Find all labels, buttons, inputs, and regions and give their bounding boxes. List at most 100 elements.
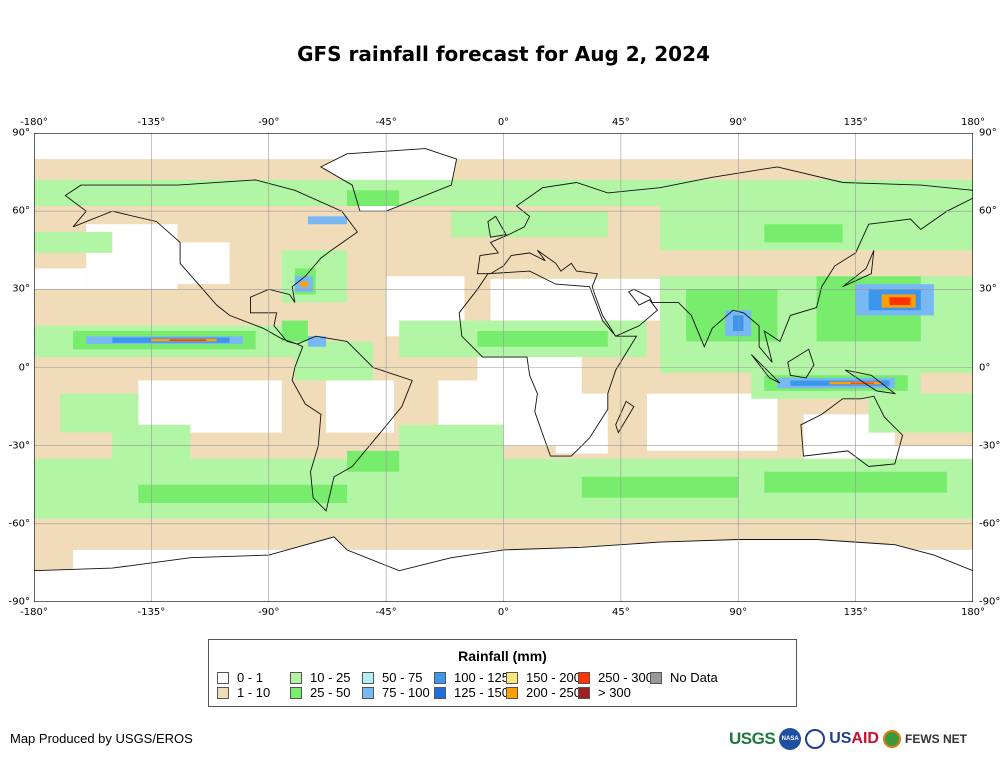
lon-tick-label: -180°	[20, 607, 48, 618]
usaid-logo: USAID	[829, 730, 879, 748]
rain-10-25-area	[399, 424, 504, 462]
legend-title: Rainfall (mm)	[458, 648, 547, 664]
lat-tick-label: -30°	[979, 440, 1001, 452]
lat-tick-label: 0°	[979, 362, 991, 373]
lat-tick-label: -60°	[8, 518, 30, 530]
fews-net-logo: FEWS NET	[904, 732, 967, 746]
lon-tick-label: -90°	[258, 607, 280, 618]
rain-25-50-area	[477, 331, 608, 347]
map-title: GFS rainfall forecast for Aug 2, 2024	[297, 42, 710, 66]
legend-swatch	[650, 671, 662, 684]
partner-logos: USGS NASA USAID FEWS NET	[729, 726, 967, 752]
rain-0-1-area	[177, 242, 230, 285]
rain-75-100-area	[307, 336, 327, 347]
legend-label: 75 - 100	[382, 685, 430, 700]
legend-item: 10 - 25	[290, 670, 350, 685]
lat-tick-label: 30°	[979, 283, 997, 295]
usaid-seal-icon	[805, 729, 826, 749]
lon-tick-label: 45°	[612, 117, 630, 128]
rain-250-300-area	[169, 339, 207, 341]
lon-tick-label: 0°	[497, 117, 510, 128]
legend-item: 25 - 50	[290, 685, 350, 700]
map-credit: Map Produced by USGS/EROS	[10, 731, 193, 746]
legend-swatch	[290, 686, 302, 699]
legend-item: 200 - 250	[506, 685, 581, 700]
legend-swatch	[217, 671, 229, 684]
lat-tick-label: 90°	[12, 127, 30, 139]
legend-label: 125 - 150	[454, 685, 509, 700]
lon-tick-label: 90°	[729, 607, 748, 618]
lon-tick-label: -45°	[375, 117, 397, 128]
lat-tick-label: -90°	[979, 596, 1001, 608]
legend-item: 100 - 125	[434, 670, 509, 685]
coastline-borneo	[787, 348, 815, 379]
lon-tick-label: -90°	[258, 117, 280, 128]
coastline-new-guinea	[844, 369, 897, 395]
legend-swatch	[217, 686, 229, 699]
legend-label: 100 - 125	[454, 670, 509, 685]
legend-item: > 300	[578, 685, 631, 700]
legend-item: 1 - 10	[217, 685, 270, 700]
usaid-logo-us: US	[829, 730, 852, 747]
legend-swatch	[434, 686, 446, 699]
legend-item: 75 - 100	[362, 685, 430, 700]
rain-75-100-area	[307, 216, 347, 225]
legend-item: 125 - 150	[434, 685, 509, 700]
rain-25-50-area	[281, 320, 308, 342]
lat-tick-label: -30°	[8, 440, 30, 452]
rain-250-300-area	[850, 382, 874, 384]
rain-0-1-area	[34, 268, 87, 290]
legend-swatch	[578, 671, 590, 684]
fews-globe-icon	[882, 730, 901, 748]
coastline-australia	[800, 395, 904, 467]
lon-tick-label: 45°	[612, 607, 630, 618]
coastline-greenland	[319, 148, 458, 212]
rain-10-25-area	[294, 341, 374, 381]
rain-25-50-area	[347, 450, 400, 472]
coastline-north-america	[64, 179, 359, 345]
legend-label: 0 - 1	[237, 670, 264, 685]
coastline-madagascar	[615, 400, 635, 434]
coastline-great-britain	[487, 215, 507, 238]
legend-label: > 300	[598, 685, 631, 700]
rain-25-50-area	[138, 484, 347, 503]
legend-item: 150 - 200	[506, 670, 581, 685]
legend-label: 1 - 10	[237, 685, 271, 700]
usgs-logo: USGS	[729, 729, 776, 748]
rain-0-1-area	[138, 380, 282, 433]
rainfall-map	[34, 133, 973, 602]
rain-10-25-area	[34, 232, 113, 253]
coastline-sumatra	[750, 354, 781, 384]
lon-tick-label: 180°	[960, 607, 986, 618]
rain-0-1-area	[326, 380, 394, 433]
legend-swatch	[434, 671, 446, 684]
coastline-eurasia	[476, 166, 973, 363]
legend-swatch	[290, 671, 302, 684]
lat-tick-label: -60°	[979, 518, 1001, 530]
lat-tick-label: -90°	[8, 596, 30, 608]
legend-swatch	[362, 671, 374, 684]
lat-tick-label: 90°	[979, 127, 997, 139]
legend-label: 25 - 50	[310, 685, 351, 700]
rain-0-1-area	[647, 393, 778, 451]
legend-item: 0 - 1	[217, 670, 263, 685]
lon-tick-label: -135°	[137, 117, 166, 128]
coastline-japan	[842, 250, 875, 288]
rain-10-25-area	[868, 393, 973, 433]
legend-label: 250 - 300	[598, 670, 653, 685]
legend-label: No Data	[670, 670, 718, 685]
rain-0-1-area	[555, 393, 608, 454]
legend-item: 250 - 300	[578, 670, 653, 685]
legend-swatch	[362, 686, 374, 699]
rain-10-25-area	[60, 393, 139, 433]
lon-tick-label: 0°	[497, 607, 510, 618]
lon-tick-label: 180°	[960, 117, 986, 128]
rain-250-300-area	[889, 297, 911, 305]
usaid-logo-aid: AID	[851, 730, 879, 747]
rain-10-25-area	[451, 211, 608, 238]
legend-label: 150 - 200	[526, 670, 581, 685]
legend-label: 10 - 25	[310, 670, 351, 685]
lon-tick-label: 135°	[843, 117, 868, 128]
legend-item: 50 - 75	[362, 670, 422, 685]
rain-25-50-area	[581, 476, 739, 498]
